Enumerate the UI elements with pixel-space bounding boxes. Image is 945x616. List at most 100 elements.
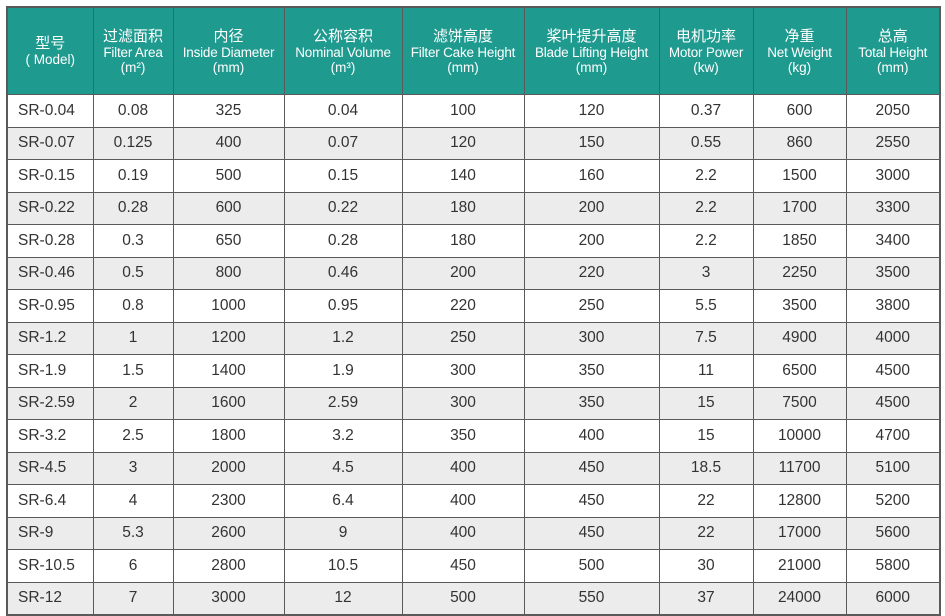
cell-filter-cake-height: 300 — [401, 354, 525, 388]
column-header-en-label: Motor Power — [668, 44, 744, 60]
cell-model: SR-10.5 — [6, 549, 94, 583]
cell-model: SR-3.2 — [6, 419, 94, 453]
cell-filter-area: 4 — [92, 484, 174, 518]
cell-filter-cake-height: 250 — [401, 321, 525, 355]
cell-net-weight: 24000 — [752, 581, 847, 616]
cell-filter-cake-height: 350 — [401, 419, 525, 453]
cell-motor-power: 15 — [658, 386, 754, 420]
cell-model: SR-0.95 — [6, 289, 94, 323]
cell-inside-diameter: 600 — [172, 191, 285, 225]
cell-inside-diameter: 400 — [172, 126, 285, 160]
cell-net-weight: 7500 — [752, 386, 847, 420]
column-header-cn-label: 过滤面积 — [102, 27, 163, 45]
cell-net-weight: 860 — [752, 126, 847, 160]
cell-filter-area: 5.3 — [92, 516, 174, 550]
cell-filter-area: 1.5 — [92, 354, 174, 388]
cell-net-weight: 17000 — [752, 516, 847, 550]
cell-blade-lifting-height: 250 — [523, 289, 660, 323]
cell-filter-area: 0.08 — [92, 94, 174, 128]
column-header-cn-label: 内径 — [213, 27, 244, 45]
column-header-motor-power: 电机功率 Motor Power (kw) — [658, 6, 754, 95]
cell-total-height: 4000 — [845, 321, 941, 355]
cell-net-weight: 600 — [752, 94, 847, 128]
spec-table-container: 型号( Model) 过滤面积 Filter Area (m²) 内径 Inside Di… — [6, 6, 941, 616]
column-header-cn-label: 电机功率 — [675, 27, 736, 45]
table-row: SR-3.2 2.5 1800 3.2 350 400 15 10000 4700 — [6, 419, 941, 453]
cell-nominal-volume: 3.2 — [283, 419, 403, 453]
cell-net-weight: 11700 — [752, 451, 847, 485]
cell-motor-power: 37 — [658, 581, 754, 616]
cell-nominal-volume: 0.15 — [283, 159, 403, 193]
cell-motor-power: 2.2 — [658, 159, 754, 193]
cell-nominal-volume: 6.4 — [283, 484, 403, 518]
cell-total-height: 5200 — [845, 484, 941, 518]
cell-blade-lifting-height: 350 — [523, 354, 660, 388]
column-header-filter-area: 过滤面积 Filter Area (m²) — [92, 6, 174, 95]
table-row: SR-0.46 0.5 800 0.46 200 220 3 2250 3500 — [6, 256, 941, 290]
cell-model: SR-0.46 — [6, 256, 94, 290]
cell-filter-cake-height: 450 — [401, 549, 525, 583]
cell-inside-diameter: 650 — [172, 224, 285, 258]
cell-total-height: 4500 — [845, 386, 941, 420]
header-row: 型号( Model) 过滤面积 Filter Area (m²) 内径 Inside Di… — [6, 6, 941, 95]
table-row: SR-1.9 1.5 1400 1.9 300 350 11 6500 4500 — [6, 354, 941, 388]
column-header-cn-label: 桨叶提升高度 — [546, 27, 637, 45]
table-row: SR-9 5.3 2600 9 400 450 22 17000 5600 — [6, 516, 941, 550]
cell-inside-diameter: 3000 — [172, 581, 285, 616]
table-row: SR-10.5 6 2800 10.5 450 500 30 21000 5800 — [6, 549, 941, 583]
cell-model: SR-12 — [6, 581, 94, 616]
cell-motor-power: 2.2 — [658, 224, 754, 258]
cell-total-height: 3500 — [845, 256, 941, 290]
cell-nominal-volume: 10.5 — [283, 549, 403, 583]
cell-blade-lifting-height: 450 — [523, 484, 660, 518]
cell-blade-lifting-height: 500 — [523, 549, 660, 583]
cell-motor-power: 22 — [658, 484, 754, 518]
column-header-unit: ( Model) — [25, 52, 75, 67]
table-row: SR-12 7 3000 12 500 550 37 24000 6000 — [6, 581, 941, 616]
cell-model: SR-0.22 — [6, 191, 94, 225]
cell-filter-area: 0.125 — [92, 126, 174, 160]
cell-motor-power: 3 — [658, 256, 754, 290]
cell-total-height: 3400 — [845, 224, 941, 258]
table-row: SR-0.95 0.8 1000 0.95 220 250 5.5 3500 3800 — [6, 289, 941, 323]
cell-filter-cake-height: 200 — [401, 256, 525, 290]
cell-motor-power: 0.37 — [658, 94, 754, 128]
cell-filter-cake-height: 180 — [401, 191, 525, 225]
cell-blade-lifting-height: 220 — [523, 256, 660, 290]
cell-blade-lifting-height: 200 — [523, 224, 660, 258]
column-header-cn-label: 净重 — [784, 27, 815, 45]
cell-filter-area: 6 — [92, 549, 174, 583]
cell-motor-power: 5.5 — [658, 289, 754, 323]
table-row: SR-0.15 0.19 500 0.15 140 160 2.2 1500 3000 — [6, 159, 941, 193]
cell-blade-lifting-height: 450 — [523, 516, 660, 550]
column-header-unit: (m³) — [330, 59, 356, 75]
cell-model: SR-0.28 — [6, 224, 94, 258]
cell-filter-area: 7 — [92, 581, 174, 616]
column-header-unit: (kg) — [787, 59, 812, 75]
column-header-unit: (m²) — [120, 59, 146, 75]
cell-filter-cake-height: 500 — [401, 581, 525, 616]
cell-model: SR-1.9 — [6, 354, 94, 388]
column-header-net-weight: 净重 Net Weight (kg) — [752, 6, 847, 95]
column-header-filter-cake-height: 滤饼高度 Filter Cake Height (mm) — [401, 6, 525, 95]
cell-model: SR-6.4 — [6, 484, 94, 518]
cell-blade-lifting-height: 400 — [523, 419, 660, 453]
cell-total-height: 3300 — [845, 191, 941, 225]
cell-inside-diameter: 2000 — [172, 451, 285, 485]
table-row: SR-2.59 2 1600 2.59 300 350 15 7500 4500 — [6, 386, 941, 420]
cell-total-height: 5600 — [845, 516, 941, 550]
cell-filter-cake-height: 140 — [401, 159, 525, 193]
cell-blade-lifting-height: 450 — [523, 451, 660, 485]
cell-model: SR-0.15 — [6, 159, 94, 193]
column-header-nominal-volume: 公称容积 Nominal Volume (m³) — [283, 6, 403, 95]
column-header-en-label: Nominal Volume — [295, 44, 391, 60]
column-header-blade-lifting-height: 桨叶提升高度 Blade Lifting Height (mm) — [523, 6, 660, 95]
column-header-cn-label: 总高 — [877, 27, 908, 45]
cell-nominal-volume: 1.9 — [283, 354, 403, 388]
table-row: SR-0.28 0.3 650 0.28 180 200 2.2 1850 3400 — [6, 224, 941, 258]
cell-motor-power: 18.5 — [658, 451, 754, 485]
cell-filter-cake-height: 180 — [401, 224, 525, 258]
cell-nominal-volume: 9 — [283, 516, 403, 550]
cell-nominal-volume: 0.28 — [283, 224, 403, 258]
cell-blade-lifting-height: 120 — [523, 94, 660, 128]
